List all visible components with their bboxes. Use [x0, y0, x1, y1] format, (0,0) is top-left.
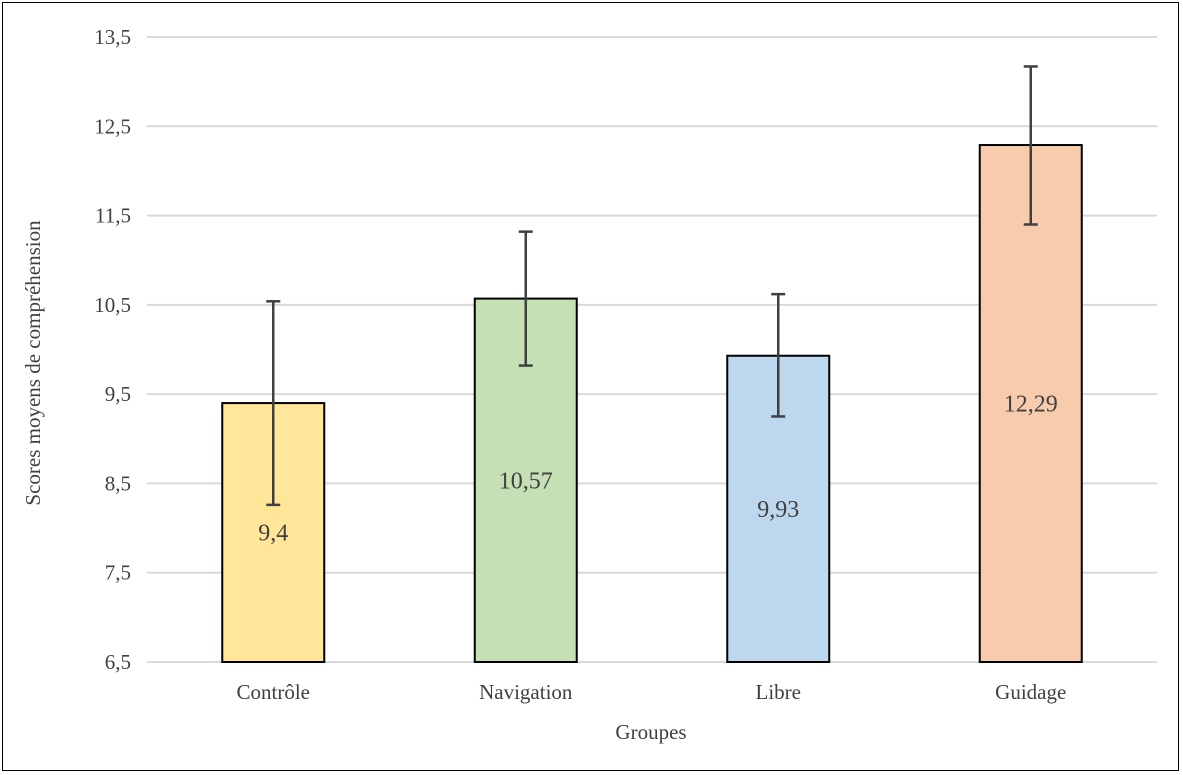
x-tick-label: Contrôle: [237, 680, 311, 704]
x-tick-label: Guidage: [995, 680, 1066, 704]
data-label: 12,29: [1004, 392, 1058, 418]
y-axis-title: Scores moyens de compréhension: [21, 220, 45, 506]
y-tick-label: 6,5: [105, 650, 131, 674]
y-tick-label: 11,5: [95, 204, 131, 228]
x-tick-label: Libre: [756, 680, 801, 704]
y-tick-label: 9,5: [105, 382, 131, 406]
error-bar: [518, 230, 533, 367]
error-bar: [1023, 65, 1038, 226]
x-axis-ticks: Contrôle Navigation Libre Guidage: [237, 680, 1067, 704]
y-tick-label: 13,5: [94, 25, 131, 49]
x-tick-label: Navigation: [479, 680, 573, 704]
error-bars: [266, 65, 1038, 507]
data-label: 9,93: [757, 497, 799, 523]
bar: [978, 144, 1083, 664]
data-label: 10,57: [499, 468, 553, 494]
error-bar: [771, 292, 786, 418]
y-axis-ticks: 6,5 7,5 8,5 9,5 10,5 11,5 12,5 13,5: [94, 25, 131, 674]
bars: [221, 144, 1083, 664]
y-tick-label: 8,5: [105, 471, 131, 495]
x-axis-title: Groupes: [615, 720, 686, 744]
data-labels: 9,4 10,57 9,93 12,29: [258, 392, 1058, 547]
data-label: 9,4: [258, 521, 288, 547]
y-tick-label: 12,5: [94, 114, 131, 138]
y-tick-label: 10,5: [94, 293, 131, 317]
y-tick-label: 7,5: [105, 561, 131, 585]
error-bar: [266, 300, 281, 507]
bar: [726, 354, 831, 663]
